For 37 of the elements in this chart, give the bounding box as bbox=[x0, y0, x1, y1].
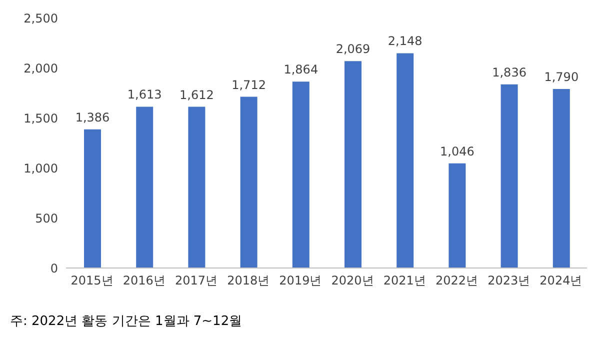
bar bbox=[292, 82, 310, 268]
data-label: 1,836 bbox=[492, 65, 526, 80]
x-tick-label: 2016년 bbox=[122, 274, 166, 288]
bar bbox=[136, 106, 154, 268]
y-tick-label: 2,000 bbox=[24, 61, 58, 76]
bar bbox=[500, 84, 518, 268]
bar bbox=[396, 53, 414, 268]
x-tick-label: 2017년 bbox=[174, 274, 218, 288]
bar bbox=[240, 96, 258, 268]
x-tick-label: 2020년 bbox=[331, 274, 374, 288]
data-label: 2,148 bbox=[388, 34, 422, 48]
x-tick-label: 2024년 bbox=[540, 274, 582, 288]
data-label: 1,790 bbox=[544, 70, 579, 84]
y-tick-label: 500 bbox=[35, 211, 58, 226]
x-tick-label: 2018년 bbox=[227, 274, 270, 288]
data-label: 2,069 bbox=[336, 42, 370, 56]
x-tick-label: 2015년 bbox=[70, 274, 114, 288]
y-tick-label: 0 bbox=[50, 261, 58, 276]
bar bbox=[84, 129, 101, 268]
data-label: 1,864 bbox=[284, 62, 318, 77]
data-label: 1,613 bbox=[127, 88, 162, 102]
bar bbox=[552, 89, 570, 268]
data-label: 1,712 bbox=[232, 78, 266, 92]
y-tick-label: 1,000 bbox=[24, 161, 58, 176]
data-label: 1,386 bbox=[75, 110, 110, 124]
x-tick-label: 2019년 bbox=[279, 274, 322, 288]
y-tick-label: 2,500 bbox=[24, 11, 58, 26]
y-tick-label: 1,500 bbox=[24, 111, 58, 126]
x-tick-label: 2021년 bbox=[383, 274, 426, 288]
bar bbox=[344, 61, 362, 268]
bar bbox=[448, 163, 466, 268]
data-label: 1,612 bbox=[180, 88, 214, 102]
x-tick-label: 2022년 bbox=[435, 274, 478, 288]
data-label: 1,046 bbox=[440, 144, 474, 158]
bar bbox=[188, 106, 206, 268]
text: 주: 2022년 활동 기간은 1월과 7~12월 bbox=[10, 313, 244, 330]
x-tick-label: 2023년 bbox=[488, 274, 530, 288]
